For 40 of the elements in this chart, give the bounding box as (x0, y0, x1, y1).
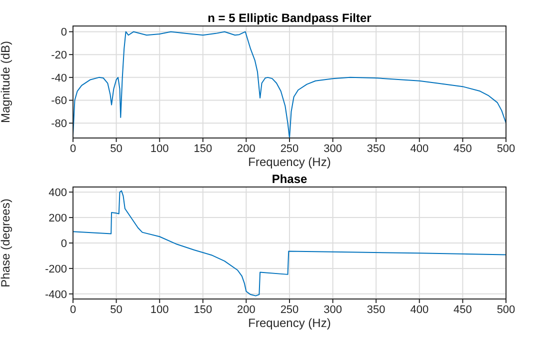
x-tick-label: 0 (70, 304, 76, 316)
y-tick-label: -400 (44, 288, 67, 301)
x-tick-label: 500 (496, 142, 516, 155)
x-tick-label: 100 (150, 304, 169, 316)
x-tick-label: 450 (454, 304, 472, 316)
y-tick-label: 400 (48, 186, 67, 199)
x-axis-title: Frequency (Hz) (248, 155, 331, 169)
y-tick-label: -200 (44, 263, 67, 276)
line-series (73, 190, 506, 296)
x-tick-label: 300 (324, 304, 342, 316)
x-tick-label: 350 (366, 304, 386, 316)
x-tick-label: 400 (410, 304, 429, 316)
y-axis-title: Phase (degrees) (0, 198, 12, 288)
x-tick-label: 0 (70, 142, 76, 155)
x-tick-label: 50 (110, 142, 122, 155)
line-series (73, 31, 506, 138)
x-tick-label: 400 (410, 142, 429, 155)
x-tick-label: 500 (496, 304, 516, 316)
x-tick-label: 250 (280, 304, 299, 316)
chart-title: n = 5 Elliptic Bandpass Filter (206, 11, 372, 25)
x-tick-label: 150 (194, 142, 212, 155)
y-tick-label: -80 (51, 118, 67, 130)
x-tick-label: 450 (454, 142, 472, 155)
x-axis-title: Frequency (Hz) (248, 316, 331, 330)
y-tick-label: 200 (48, 212, 67, 224)
x-tick-label: 150 (194, 304, 212, 316)
y-tick-label: 0 (60, 238, 67, 250)
y-tick-label: -40 (51, 72, 67, 84)
y-tick-label: -20 (51, 49, 67, 62)
x-tick-label: 200 (237, 142, 256, 155)
x-tick-label: 350 (366, 142, 386, 155)
x-tick-label: 250 (280, 142, 299, 155)
chart-title: Phase (270, 172, 308, 186)
x-tick-label: 200 (237, 304, 256, 316)
x-tick-label: 300 (324, 142, 342, 155)
y-tick-label: 0 (60, 26, 67, 39)
y-tick-label: -60 (51, 95, 67, 108)
x-tick-label: 50 (110, 304, 122, 316)
y-axis-title: Magnitude (dB) (0, 40, 12, 124)
x-tick-label: 100 (150, 142, 169, 155)
